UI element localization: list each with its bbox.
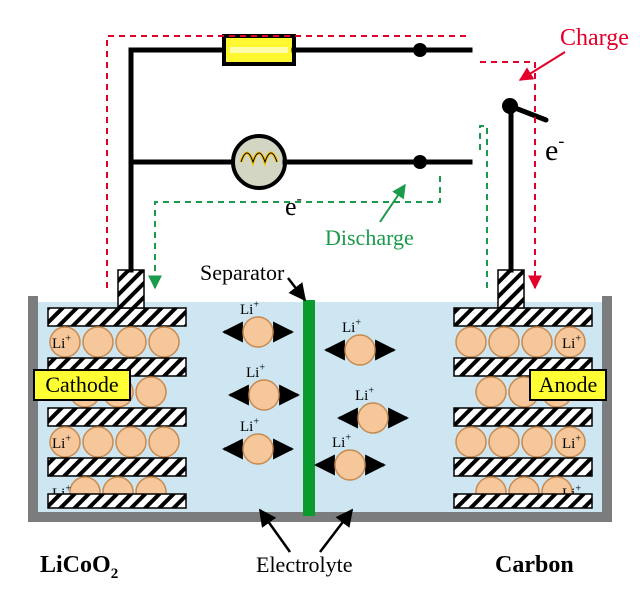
- discharge-path-2: [480, 126, 487, 288]
- electron-label-right: e-: [545, 131, 564, 168]
- lamp: [233, 136, 285, 188]
- switch-knife: [510, 106, 546, 120]
- separator-pointer: [288, 278, 305, 300]
- charge-label: Charge: [560, 25, 629, 51]
- electrolyte-label: Electrolyte: [256, 552, 353, 577]
- circuit-wire: [510, 106, 511, 270]
- charge-pointer: [520, 52, 565, 80]
- discharge-pointer: [380, 185, 405, 222]
- electron-label-mid: e-: [285, 190, 302, 221]
- electrode-stem: [118, 270, 144, 308]
- separator-label: Separator: [200, 260, 285, 285]
- cathode-electrode-label: Cathode: [45, 372, 118, 397]
- electrode-stem: [498, 270, 524, 308]
- charge-path: [480, 62, 535, 288]
- anode-material-label: Carbon: [495, 552, 574, 578]
- separator-bar: [303, 300, 315, 516]
- discharge-label: Discharge: [325, 225, 414, 250]
- cathode-material-label: LiCoO2: [40, 552, 118, 582]
- anode-electrode-label: Anode: [539, 372, 598, 397]
